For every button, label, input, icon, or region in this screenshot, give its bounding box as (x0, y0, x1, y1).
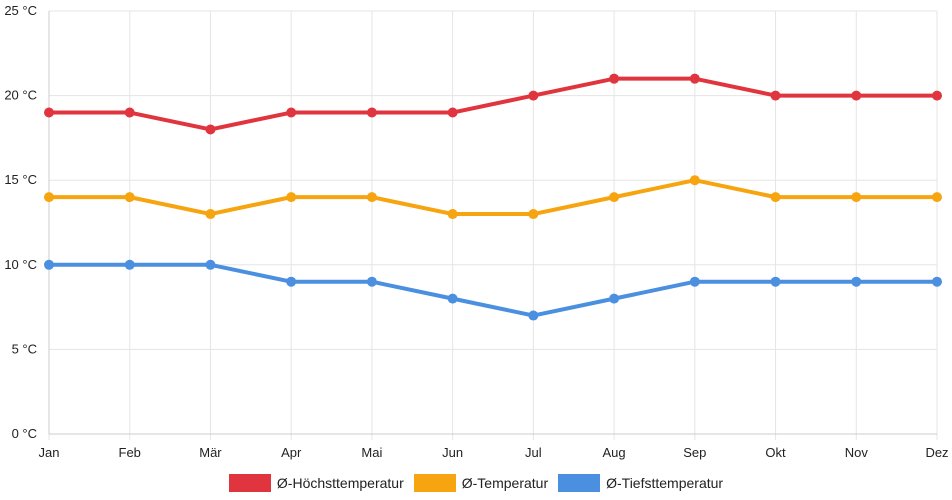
data-point-temperatur (44, 192, 54, 203)
data-point-temperatur (770, 192, 781, 203)
data-point-hoechsttemperatur (770, 90, 781, 101)
legend-swatch-hoechsttemperatur (228, 474, 271, 492)
y-tick-label: 5 °C (12, 341, 37, 356)
x-tick-label: Jul (525, 445, 542, 460)
series-line-hoechsttemperatur (47, 76, 939, 132)
x-tick-label: Jun (442, 445, 463, 460)
data-point-tiefsttemperatur (528, 310, 539, 321)
data-point-hoechsttemperatur (447, 107, 458, 118)
legend-item-temperatur[interactable]: Ø-Temperatur (413, 474, 549, 492)
data-point-hoechsttemperatur (44, 107, 54, 118)
data-point-hoechsttemperatur (366, 107, 377, 118)
y-tick-label: 20 °C (4, 88, 37, 103)
x-tick-label: Okt (765, 445, 786, 460)
data-point-hoechsttemperatur (205, 124, 216, 135)
data-point-hoechsttemperatur (689, 73, 700, 84)
data-point-hoechsttemperatur (286, 107, 297, 118)
legend-label-tiefsttemperatur: Ø-Tiefsttemperatur (606, 475, 724, 491)
legend-item-hoechsttemperatur[interactable]: Ø-Höchsttemperatur (228, 474, 404, 492)
data-point-temperatur (124, 192, 135, 203)
data-point-tiefsttemperatur (286, 276, 297, 287)
y-tick-label: 25 °C (4, 3, 37, 18)
data-point-tiefsttemperatur (447, 293, 458, 304)
data-point-temperatur (528, 209, 539, 220)
data-point-hoechsttemperatur (932, 90, 942, 101)
legend-swatch-temperatur (413, 474, 456, 492)
data-point-temperatur (447, 209, 458, 220)
x-tick-label: Nov (845, 445, 869, 460)
data-point-temperatur (609, 192, 620, 203)
x-tick-label: Dez (925, 445, 948, 460)
series-line-temperatur (47, 178, 939, 217)
legend-label-hoechsttemperatur: Ø-Höchsttemperatur (276, 475, 404, 491)
data-point-temperatur (932, 192, 942, 203)
data-point-tiefsttemperatur (932, 276, 942, 287)
x-tick-label: Aug (603, 445, 626, 460)
data-point-tiefsttemperatur (689, 276, 700, 287)
data-point-tiefsttemperatur (609, 293, 620, 304)
x-tick-label: Mai (361, 445, 382, 460)
x-tick-label: Jan (39, 445, 60, 460)
data-point-tiefsttemperatur (366, 276, 377, 287)
x-tick-label: Feb (119, 445, 141, 460)
data-point-temperatur (689, 175, 700, 186)
data-point-temperatur (286, 192, 297, 203)
data-point-hoechsttemperatur (528, 90, 539, 101)
y-tick-label: 15 °C (4, 172, 37, 187)
series-line-tiefsttemperatur (47, 262, 939, 318)
data-point-hoechsttemperatur (851, 90, 862, 101)
legend: Ø-Höchsttemperatur Ø-Temperatur Ø-Tiefst… (0, 470, 952, 496)
legend-label-temperatur: Ø-Temperatur (461, 475, 549, 491)
data-point-tiefsttemperatur (44, 259, 54, 270)
x-tick-label: Apr (281, 445, 302, 460)
data-point-hoechsttemperatur (124, 107, 135, 118)
data-point-hoechsttemperatur (609, 73, 620, 84)
legend-item-tiefsttemperatur[interactable]: Ø-Tiefsttemperatur (558, 474, 723, 492)
legend-swatch-tiefsttemperatur (558, 474, 601, 492)
data-point-tiefsttemperatur (770, 276, 781, 287)
data-point-tiefsttemperatur (205, 259, 216, 270)
x-tick-label: Mär (199, 445, 222, 460)
data-point-temperatur (366, 192, 377, 203)
data-point-tiefsttemperatur (851, 276, 862, 287)
y-tick-label: 0 °C (12, 426, 37, 441)
x-tick-label: Sep (683, 445, 706, 460)
line-chart: 0 °C 5 °C 10 °C 15 °C 20 °C 25 °C Jan Feb Mär Apr… (4, 3, 948, 460)
data-point-temperatur (851, 192, 862, 203)
data-point-tiefsttemperatur (124, 259, 135, 270)
y-tick-label: 10 °C (4, 257, 37, 272)
data-point-temperatur (205, 209, 216, 220)
